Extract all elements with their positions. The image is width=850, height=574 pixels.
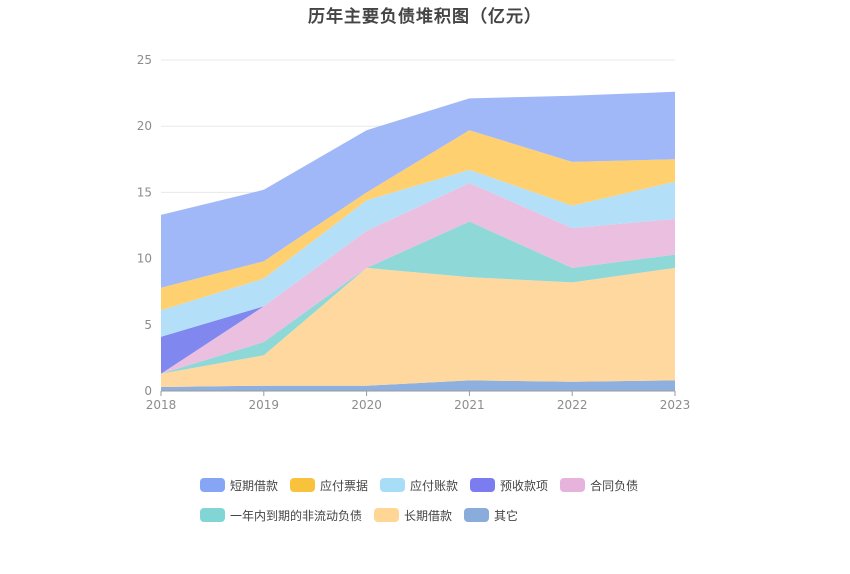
legend-label: 其它 [494,508,519,523]
legend-label: 短期借款 [230,478,279,493]
legend-item[interactable]: 其它 [464,506,518,524]
chart-legend: 短期借款 应付票据 应付账款 预收款项 合同负债一年内到期的非流动负债 长期借款 其它 [200,476,670,524]
legend-swatch [380,478,406,492]
x-tick-label: 2023 [660,398,691,412]
legend-swatch [470,478,496,492]
legend-label: 一年内到期的非流动负债 [230,508,363,523]
area-series-2[interactable] [161,221,675,374]
y-tick-label: 10 [137,252,152,266]
legend-swatch [200,478,225,492]
y-tick-label: 25 [137,53,152,67]
chart-title: 历年主要负债堆积图（亿元） [308,7,542,27]
legend-item[interactable]: 合同负债 [560,476,638,494]
legend-item[interactable]: 长期借款 [374,506,452,524]
area-series-0[interactable] [161,380,675,391]
legend-swatch [200,508,225,522]
area-series-3[interactable] [161,183,675,374]
legend-label: 长期借款 [404,508,453,523]
y-tick-label: 0 [144,384,152,398]
y-tick-label: 20 [137,119,152,133]
legend-item[interactable]: 一年内到期的非流动负债 [200,506,362,524]
legend-item[interactable]: 预收款项 [470,476,548,494]
legend-swatch [374,508,400,522]
area-series-6[interactable] [161,130,675,311]
legend-label: 预收款项 [500,478,549,493]
y-tick-label: 5 [144,318,152,332]
y-tick-label: 15 [137,185,152,199]
x-tick-label: 2018 [146,398,177,412]
x-tick-label: 2022 [557,398,588,412]
area-series-5[interactable] [161,169,675,337]
x-tick-label: 2020 [351,398,382,412]
legend-item[interactable]: 应付票据 [290,476,368,494]
legend-label: 应付账款 [410,478,459,493]
legend-item[interactable]: 短期借款 [200,476,278,494]
x-tick-label: 2019 [249,398,280,412]
legend-swatch [464,508,490,522]
x-tick-label: 2021 [454,398,485,412]
area-series-1[interactable] [161,267,675,387]
legend-item[interactable]: 应付账款 [380,476,458,494]
legend-swatch [560,478,586,492]
legend-label: 应付票据 [320,478,369,493]
area-series-7[interactable] [161,91,675,288]
legend-label: 合同负债 [590,478,639,493]
legend-swatch [290,478,316,492]
